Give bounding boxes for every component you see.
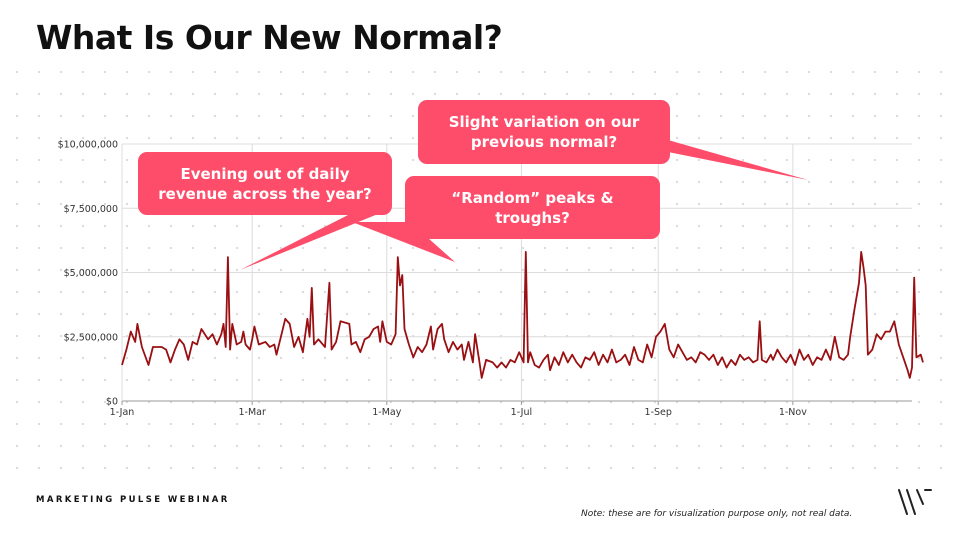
footer-brand: MARKETING PULSE WEBINAR [36, 495, 230, 505]
brand-logo-icon [898, 489, 932, 515]
y-tick-label: $7,500,000 [64, 204, 118, 215]
callout-pointer-left [240, 214, 378, 270]
disclaimer-note: Note: these are for visualization purpos… [581, 509, 853, 519]
callout-random-peaks: “Random” peaks & troughs? [405, 176, 660, 239]
x-tick-label: 1-Jul [511, 407, 532, 418]
slide-title: What Is Our New Normal? [36, 18, 503, 57]
callout-evening-out: Evening out of daily revenue across the … [138, 152, 392, 215]
y-tick-label: $2,500,000 [64, 332, 118, 343]
series-line-daily-revenue [121, 251, 924, 379]
callout-pointer-middle [352, 222, 455, 262]
y-tick-label: $10,000,000 [58, 140, 118, 151]
x-tick-label: 1-Mar [238, 407, 265, 418]
x-tick-label: 1-Sep [645, 407, 672, 418]
callout-previous-normal: Slight variation on our previous normal? [418, 100, 670, 164]
x-tick-label: 1-Jan [110, 407, 135, 418]
callout-pointer-top [668, 140, 808, 180]
y-tick-label: $5,000,000 [64, 268, 118, 279]
y-tick-label: $0 [106, 397, 118, 408]
x-tick-label: 1-May [372, 407, 401, 418]
x-tick-label: 1-Nov [779, 407, 807, 418]
